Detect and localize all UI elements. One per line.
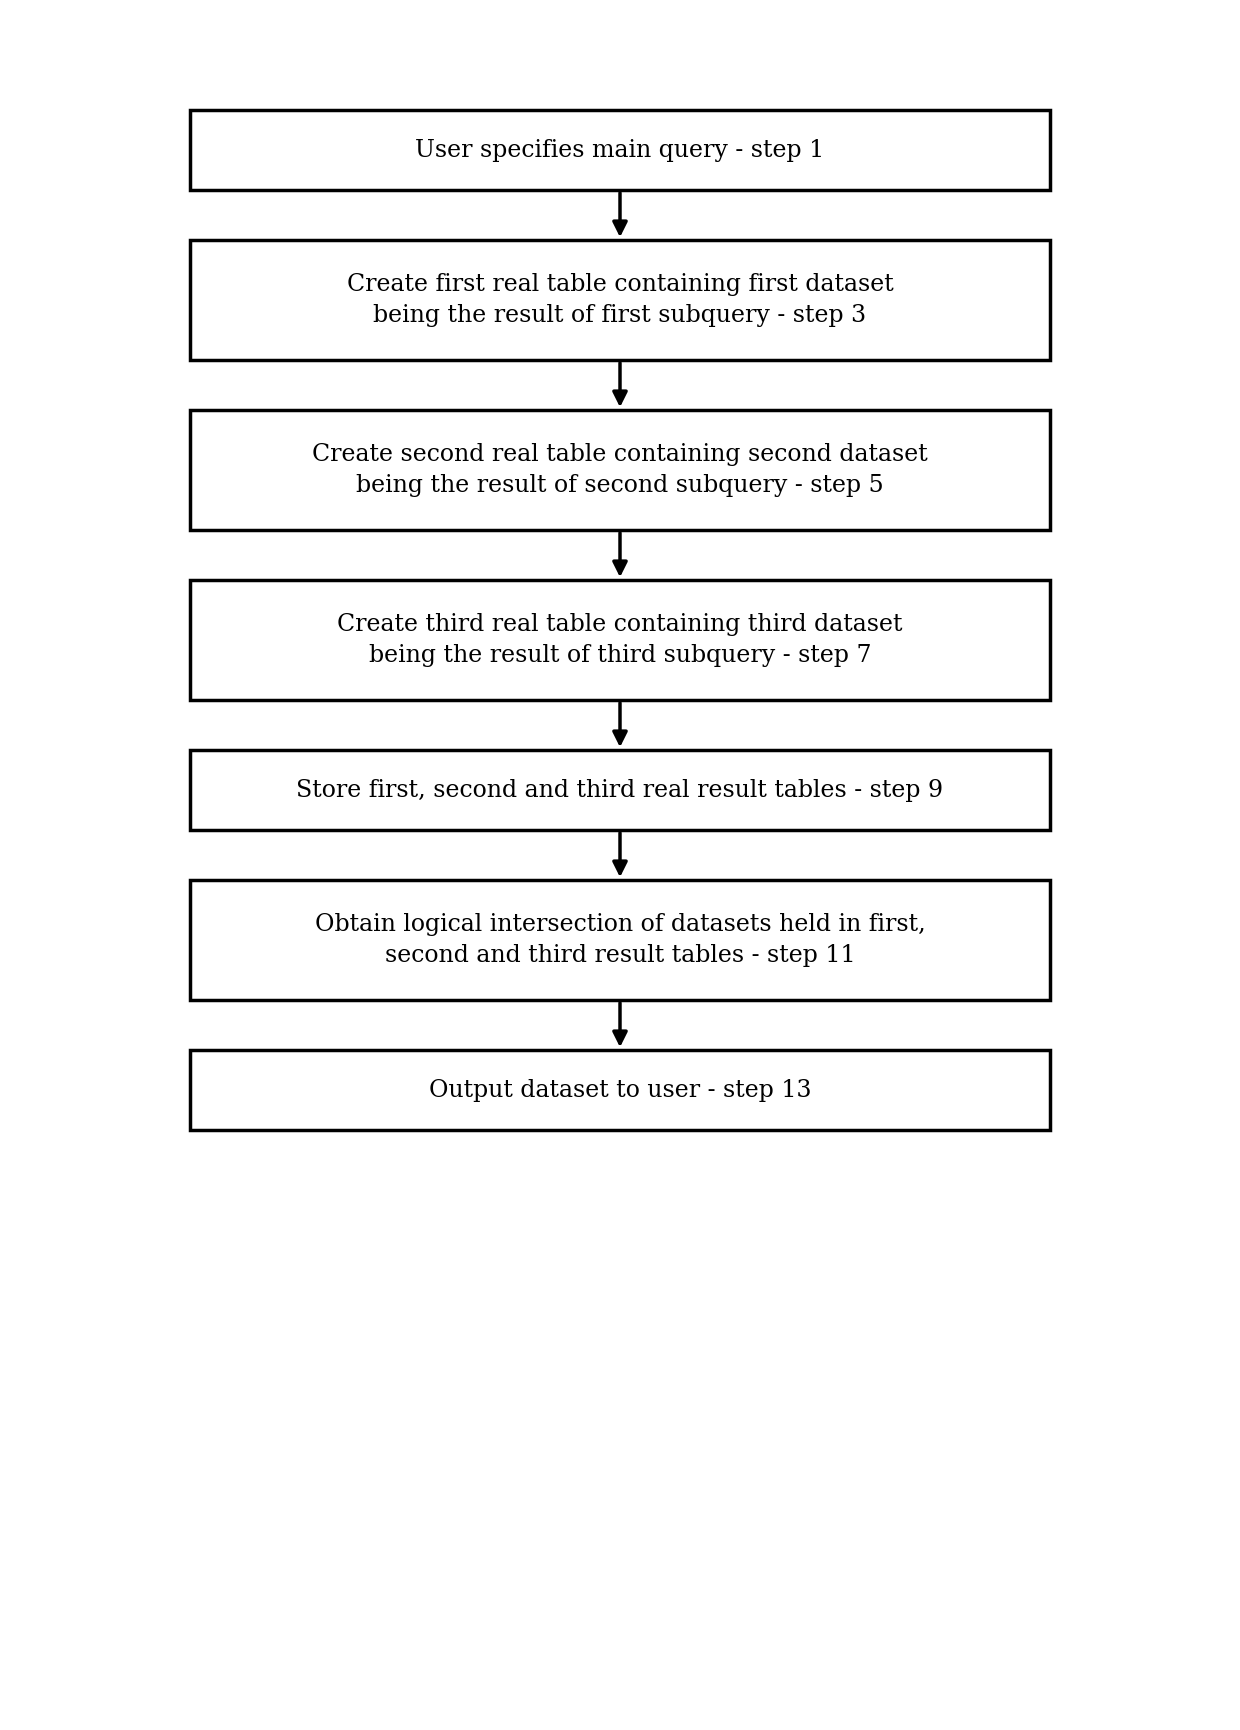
Text: Create first real table containing first dataset
being the result of first subqu: Create first real table containing first… xyxy=(347,273,893,327)
Text: Obtain logical intersection of datasets held in first,
second and third result t: Obtain logical intersection of datasets … xyxy=(315,913,925,967)
Text: Store first, second and third real result tables - step 9: Store first, second and third real resul… xyxy=(296,778,944,801)
Bar xyxy=(190,1050,1050,1130)
Bar xyxy=(190,240,1050,360)
Bar xyxy=(190,580,1050,701)
Bar xyxy=(190,410,1050,529)
Bar xyxy=(190,751,1050,830)
Bar xyxy=(190,881,1050,1000)
Text: Output dataset to user - step 13: Output dataset to user - step 13 xyxy=(429,1078,811,1102)
Text: User specifies main query - step 1: User specifies main query - step 1 xyxy=(415,138,825,161)
Bar xyxy=(190,111,1050,190)
Text: Create second real table containing second dataset
being the result of second su: Create second real table containing seco… xyxy=(312,443,928,497)
Text: Create third real table containing third dataset
being the result of third subqu: Create third real table containing third… xyxy=(337,614,903,666)
